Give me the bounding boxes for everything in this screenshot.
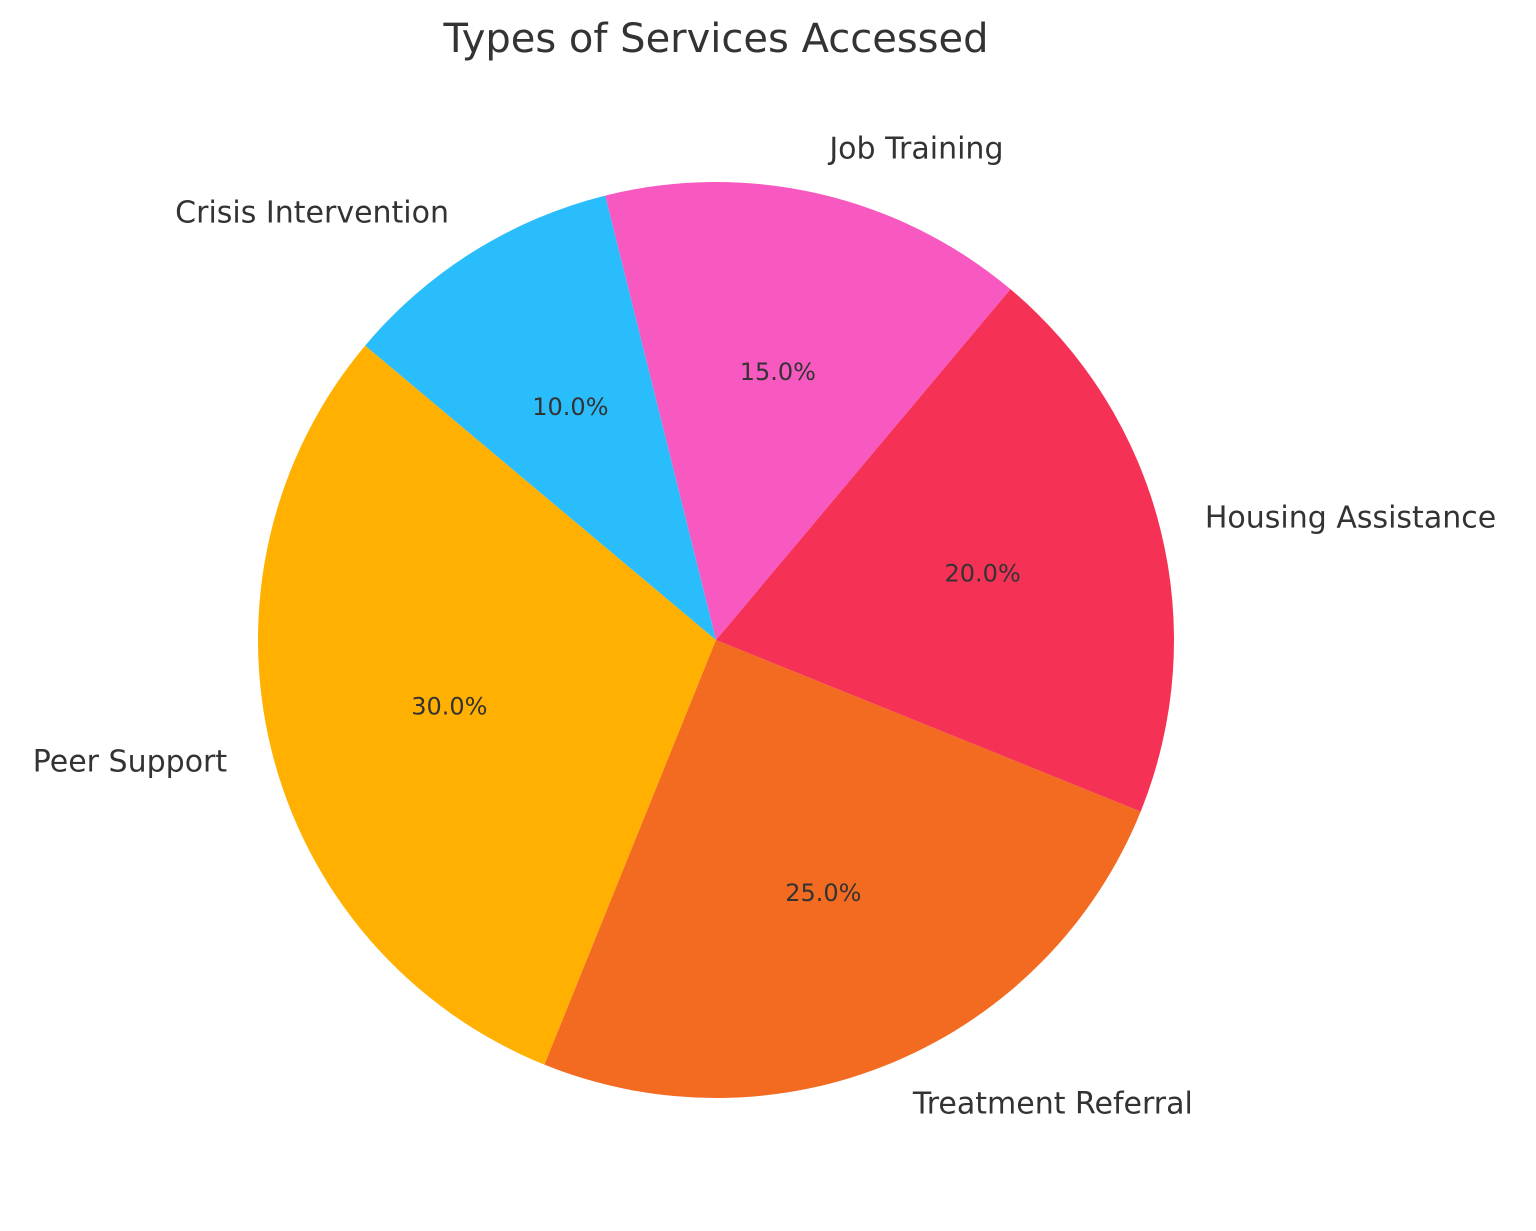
pie-slice-treatment-referral (544, 640, 1141, 1098)
slice-label-treatment-referral: Treatment Referral (912, 1086, 1193, 1121)
slice-label-peer-support: Peer Support (33, 744, 228, 779)
pie-slice-job-training (605, 181, 1011, 640)
slice-percent-job-training: 15.0% (740, 358, 816, 386)
slice-label-job-training: Job Training (827, 132, 1003, 167)
pie-slice-housing-assistance (716, 289, 1174, 812)
slice-percent-treatment-referral: 25.0% (785, 879, 861, 907)
chart-title: Types of Services Accessed (442, 16, 988, 62)
pie-slice-crisis-intervention (365, 195, 716, 640)
pie-slices (257, 181, 1174, 1098)
pie-slice-peer-support (257, 345, 716, 1065)
slice-percent-crisis-intervention: 10.0% (532, 393, 608, 421)
pie-labels: Peer Support 30.0% Treatment Referral 25.0%… (33, 132, 1496, 1122)
slice-label-crisis-intervention: Crisis Intervention (175, 195, 449, 230)
slice-percent-housing-assistance: 20.0% (945, 560, 1021, 588)
slice-label-housing-assistance: Housing Assistance (1205, 501, 1496, 536)
slice-percent-peer-support: 30.0% (411, 692, 487, 720)
